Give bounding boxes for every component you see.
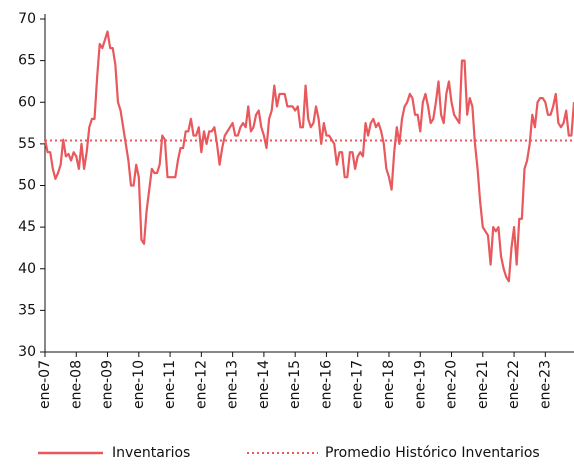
y-tick-label: 55 [18,136,36,152]
y-tick-label: 30 [18,344,36,360]
x-tick-label: ene-21 [475,360,491,409]
x-tick-label: ene-15 [287,360,303,409]
y-tick-label: 40 [18,261,36,277]
x-tick-label: ene-16 [318,360,334,409]
x-tick-label: ene-11 [162,360,178,409]
x-tick-label: ene-17 [350,360,366,409]
x-tick-label: ene-12 [193,360,209,409]
x-tick-label: ene-07 [37,360,53,409]
series-line [43,30,574,283]
y-tick-label: 45 [18,219,36,235]
y-tick-label: 35 [18,302,36,318]
y-tick-label: 50 [18,178,36,194]
x-tick-label: ene-23 [537,360,553,409]
x-tick-label: ene-09 [100,360,116,409]
legend-label: Promedio Histórico Inventarios [325,445,540,461]
x-tick-label: ene-18 [381,360,397,409]
legend-label: Inventarios [112,445,190,461]
x-tick-label: ene-19 [412,360,428,409]
x-tick-label: ene-13 [225,360,241,409]
y-tick-label: 60 [18,94,36,110]
x-tick-label: ene-08 [68,360,84,409]
x-tick-label: ene-20 [444,360,460,409]
x-tick-label: ene-22 [506,360,522,409]
x-tick-label: ene-14 [256,360,272,409]
y-tick-label: 70 [18,11,36,27]
y-tick-label: 65 [18,53,36,69]
x-tick-label: ene-10 [131,360,147,409]
